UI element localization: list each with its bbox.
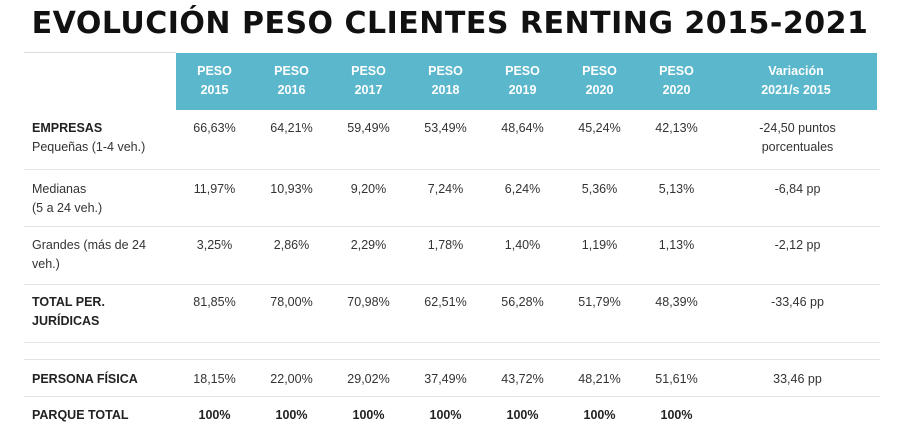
header-2017: PESO 2017: [330, 52, 407, 110]
spacer-cell: [24, 343, 880, 360]
table-row-medianas: Medianas (5 a 24 veh.) 11,97% 10,93% 9,20…: [24, 170, 880, 227]
table-row-pequenas: EMPRESAS Pequeñas (1-4 veh.) 66,63% 64,21…: [24, 110, 880, 170]
cell-value: 2,29%: [350, 238, 387, 252]
cell-value: 100%: [506, 408, 539, 422]
cell-value: 51,79%: [578, 295, 621, 309]
cell-variation: -6,84 pp: [774, 182, 821, 196]
header-2020-b: PESO 2020: [638, 52, 715, 110]
row-label: PARQUE TOTAL: [32, 408, 129, 422]
header-2019: PESO 2019: [484, 52, 561, 110]
row-label: EMPRESAS Pequeñas (1-4 veh.): [32, 120, 146, 154]
cell-value: 62,51%: [424, 295, 467, 309]
cell-value: 10,93%: [270, 182, 313, 196]
cell-variation: -33,46 pp: [771, 295, 824, 309]
header-2018: PESO 2018: [407, 52, 484, 110]
cell-value: 100%: [275, 408, 308, 422]
header-2016: PESO 2016: [253, 52, 330, 110]
cell-value: 9,20%: [350, 182, 387, 196]
cell-value: 3,25%: [196, 238, 233, 252]
cell-value: 1,78%: [427, 238, 464, 252]
cell-value: 1,19%: [581, 238, 618, 252]
cell-value: 1,13%: [658, 238, 695, 252]
cell-value: 48,64%: [501, 120, 544, 135]
cell-value: 64,21%: [270, 120, 313, 135]
cell-value: 6,24%: [504, 182, 541, 196]
cell-value: 100%: [429, 408, 462, 422]
cell-variation: -2,12 pp: [774, 238, 821, 252]
cell-value: 5,36%: [581, 182, 618, 196]
spacer-row: [24, 343, 880, 360]
cell-value: 7,24%: [427, 182, 464, 196]
cell-value: 100%: [198, 408, 231, 422]
table-row-persona-fisica: PERSONA FÍSICA 18,15% 22,00% 29,02% 37,4…: [24, 360, 880, 397]
header-row: PESO 2015 PESO 2016 PESO 2017 PESO 2018 PESO…: [24, 52, 883, 110]
table-row-total-juridicas: TOTAL PER. JURÍDICAS 81,85% 78,00% 70,98%…: [24, 285, 880, 343]
row-label: Grandes (más de 24 veh.): [32, 238, 146, 271]
row-label: Medianas (5 a 24 veh.): [32, 182, 103, 215]
cell-value: 100%: [583, 408, 616, 422]
cell-value: 100%: [660, 408, 693, 422]
table-row-parque-total: PARQUE TOTAL 100% 100% 100% 100% 100% 10…: [24, 397, 880, 435]
cell-value: 29,02%: [347, 372, 390, 386]
cell-value: 78,00%: [270, 295, 313, 309]
cell-variation: [715, 397, 880, 435]
cell-value: 66,63%: [193, 120, 236, 135]
cell-value: 18,15%: [193, 372, 236, 386]
cell-value: 11,97%: [193, 182, 236, 196]
table-row-grandes: Grandes (más de 24 veh.) 3,25% 2,86% 2,29…: [24, 227, 880, 285]
cell-value: 70,98%: [347, 295, 390, 309]
cell-variation: -24,50 puntos porcentuales: [759, 120, 836, 154]
renting-table: PESO 2015 PESO 2016 PESO 2017 PESO 2018 PESO…: [24, 52, 883, 435]
page-title: EVOLUCIÓN PESO CLIENTES RENTING 2015-202…: [31, 6, 869, 41]
cell-value: 1,40%: [504, 238, 541, 252]
cell-value: 53,49%: [424, 120, 467, 135]
cell-variation: 33,46 pp: [773, 372, 822, 386]
cell-value: 2,86%: [273, 238, 310, 252]
cell-value: 48,39%: [655, 295, 698, 309]
header-blank: [24, 52, 176, 110]
header-variation: Variación 2021/s 2015: [715, 52, 883, 110]
cell-value: 37,49%: [424, 372, 467, 386]
row-label: PERSONA FÍSICA: [32, 372, 138, 386]
cell-value: 81,85%: [193, 295, 236, 309]
cell-value: 42,13%: [655, 120, 698, 135]
row-label: TOTAL PER. JURÍDICAS: [32, 295, 105, 328]
cell-value: 43,72%: [501, 372, 544, 386]
header-2020: PESO 2020: [561, 52, 638, 110]
cell-value: 48,21%: [578, 372, 621, 386]
cell-value: 51,61%: [655, 372, 698, 386]
cell-value: 100%: [352, 408, 385, 422]
cell-value: 22,00%: [270, 372, 313, 386]
cell-value: 59,49%: [347, 120, 390, 135]
data-table: PESO 2015 PESO 2016 PESO 2017 PESO 2018 PESO…: [24, 52, 883, 435]
cell-value: 56,28%: [501, 295, 544, 309]
cell-value: 5,13%: [658, 182, 695, 196]
header-2015: PESO 2015: [176, 52, 253, 110]
cell-value: 45,24%: [578, 120, 621, 135]
